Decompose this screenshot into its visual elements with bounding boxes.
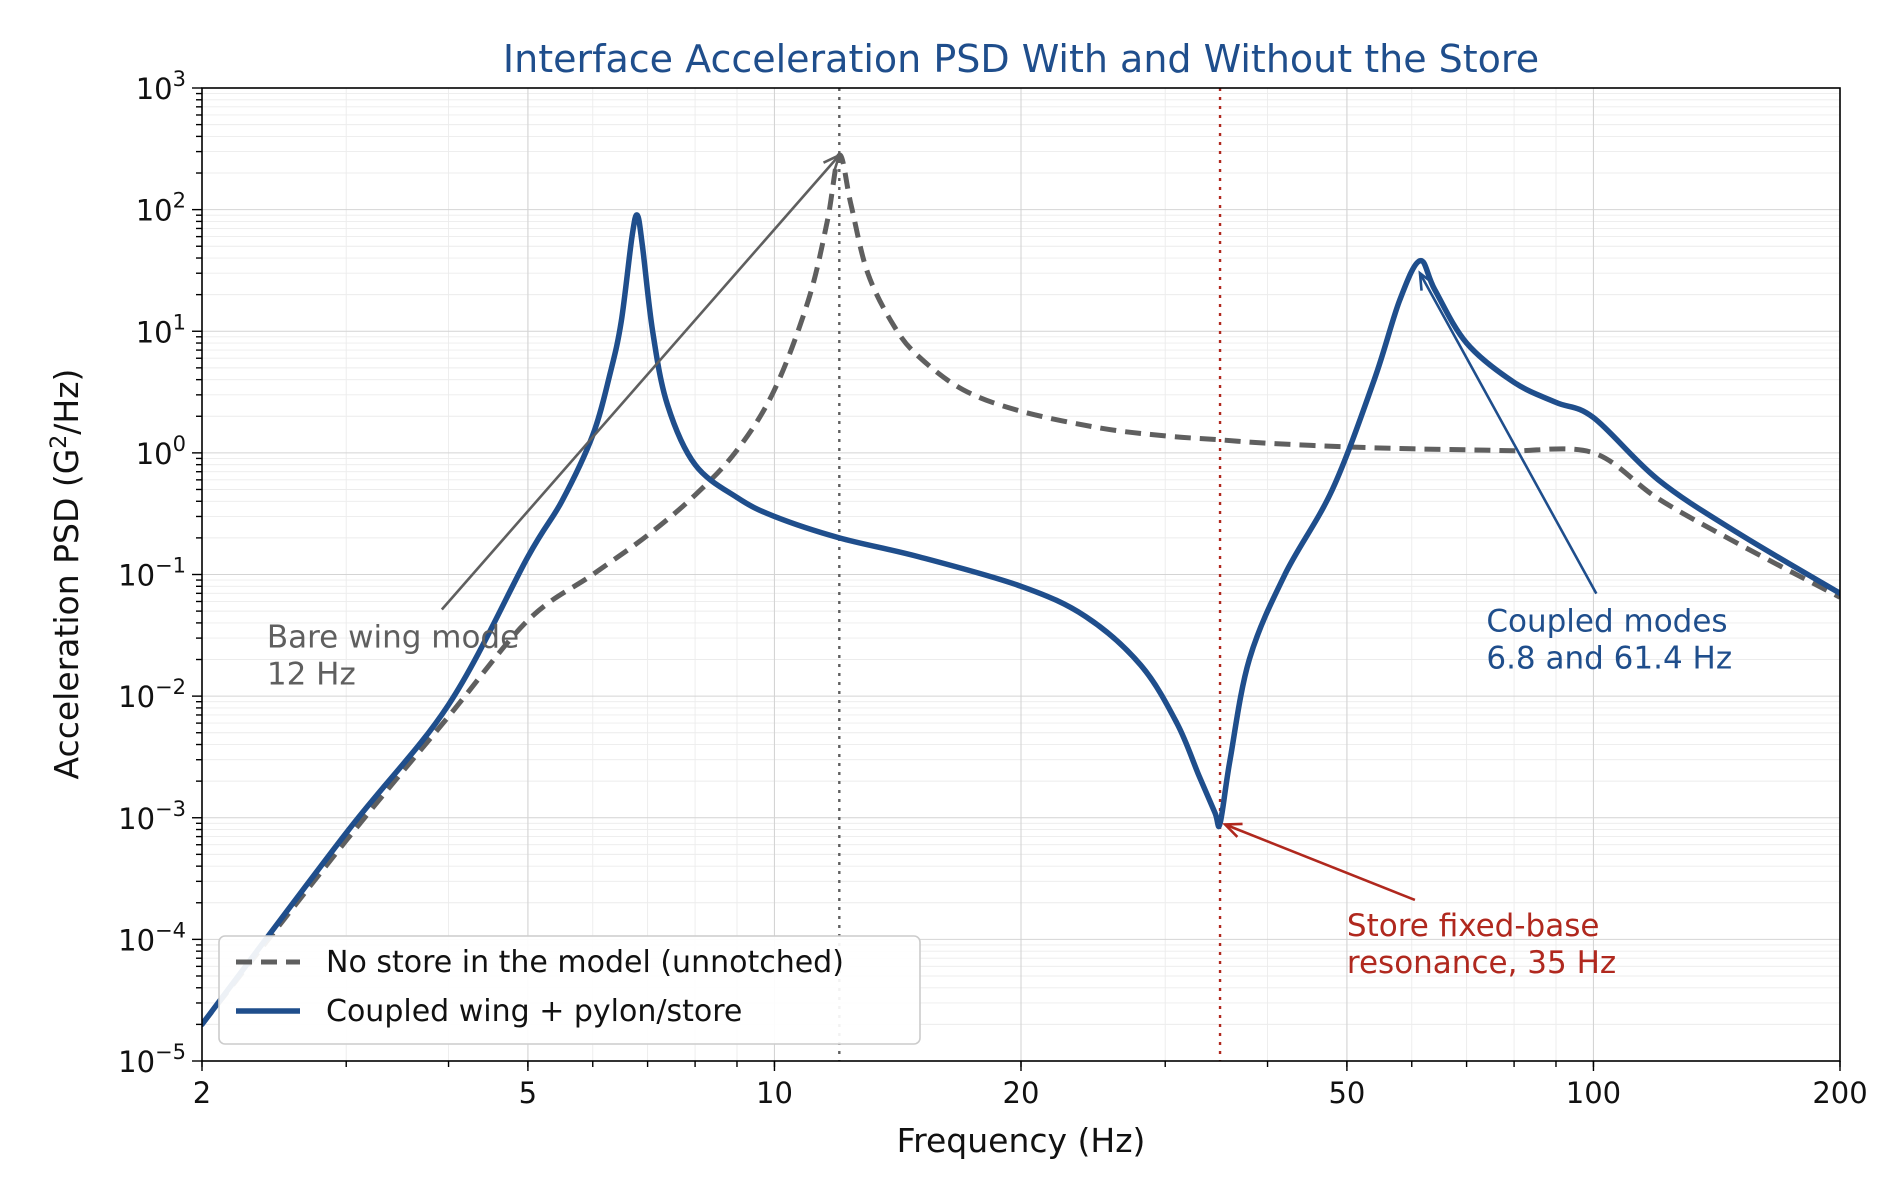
- series-line-bare-wing: [202, 152, 1840, 1026]
- legend-label-bare: No store in the model (unnotched): [326, 945, 844, 980]
- y-tick-base: 10: [118, 559, 155, 593]
- y-tick-exponent: 2: [173, 189, 186, 213]
- annotation-text-store-resonance: Store fixed-base: [1347, 908, 1600, 944]
- y-axis-label-main: Acceleration PSD (G: [47, 449, 86, 780]
- reference-lines: [838, 88, 1222, 1061]
- x-axis-label: Frequency (Hz): [897, 1121, 1146, 1160]
- chart-title: Interface Acceleration PSD With and With…: [503, 37, 1539, 81]
- y-tick-label: 102: [136, 189, 186, 228]
- y-tick-base: 10: [118, 923, 155, 957]
- x-tick-label: 10: [756, 1076, 793, 1110]
- y-tick-label: 10−4: [118, 918, 186, 957]
- annotation-text-coupled-modes: Coupled modes: [1486, 604, 1727, 640]
- y-tick-exponent: −2: [155, 675, 186, 699]
- y-axis-label: Acceleration PSD (G2/Hz): [47, 369, 86, 780]
- annotation-arrowhead-coupled-modes: [1418, 270, 1435, 291]
- annotation-arrow-bare-wing: [440, 154, 841, 611]
- y-tick-label: 10−5: [118, 1040, 186, 1079]
- y-tick-base: 10: [136, 437, 173, 471]
- series-lines: [202, 152, 1840, 1028]
- y-tick-base: 10: [118, 1045, 155, 1079]
- x-tick-label: 2: [193, 1076, 211, 1110]
- y-tick-exponent: 0: [173, 432, 186, 456]
- y-axis-label-sup: 2: [47, 435, 72, 449]
- y-axis-label-tail: /Hz): [47, 369, 86, 435]
- x-tick-label: 200: [1812, 1076, 1867, 1110]
- annotation-arrow-coupled-modes: [1418, 272, 1598, 595]
- y-tick-exponent: −3: [155, 797, 186, 821]
- y-tick-exponent: 1: [173, 310, 186, 334]
- y-tick-base: 10: [136, 72, 173, 106]
- x-tick-label: 100: [1566, 1076, 1621, 1110]
- y-tick-label: 101: [136, 310, 186, 349]
- y-tick-label: 10−2: [118, 675, 186, 714]
- annotation-text-store-resonance: resonance, 35 Hz: [1347, 945, 1616, 981]
- grid: [201, 87, 1841, 1062]
- legend-box: [218, 935, 921, 1045]
- y-tick-exponent: −5: [155, 1040, 186, 1064]
- x-tick-label: 50: [1328, 1076, 1365, 1110]
- y-tick-label: 103: [136, 67, 186, 106]
- annotation-text-bare-wing: Bare wing mode: [267, 620, 519, 656]
- legend: No store in the model (unnotched) Couple…: [218, 935, 921, 1045]
- y-tick-label: 10−1: [118, 554, 186, 593]
- legend-label-coupled: Coupled wing + pylon/store: [326, 994, 742, 1029]
- y-tick-base: 10: [136, 315, 173, 349]
- y-tick-base: 10: [118, 802, 155, 836]
- y-tick-exponent: −1: [155, 554, 186, 578]
- series-line-coupled: [202, 212, 1840, 1028]
- x-tick-label: 20: [1003, 1076, 1040, 1110]
- annotation-arrowhead-store-resonance: [1222, 822, 1243, 838]
- annotation-arrow-store-resonance: [1224, 823, 1416, 902]
- y-tick-label: 10−3: [118, 797, 186, 836]
- axis-ticks: 2 5 10 20 50 100 20010−510−410−310−210−1100101…: [118, 67, 1868, 1110]
- y-tick-exponent: −4: [155, 918, 186, 942]
- y-tick-base: 10: [118, 680, 155, 714]
- annotation-text-bare-wing: 12 Hz: [267, 657, 356, 693]
- y-tick-base: 10: [136, 194, 173, 228]
- y-tick-exponent: 3: [173, 67, 186, 91]
- y-tick-label: 100: [136, 432, 186, 471]
- annotation-arrowhead-bare-wing: [822, 152, 842, 173]
- annotation-text-coupled-modes: 6.8 and 61.4 Hz: [1486, 641, 1732, 677]
- x-tick-label: 5: [519, 1076, 537, 1110]
